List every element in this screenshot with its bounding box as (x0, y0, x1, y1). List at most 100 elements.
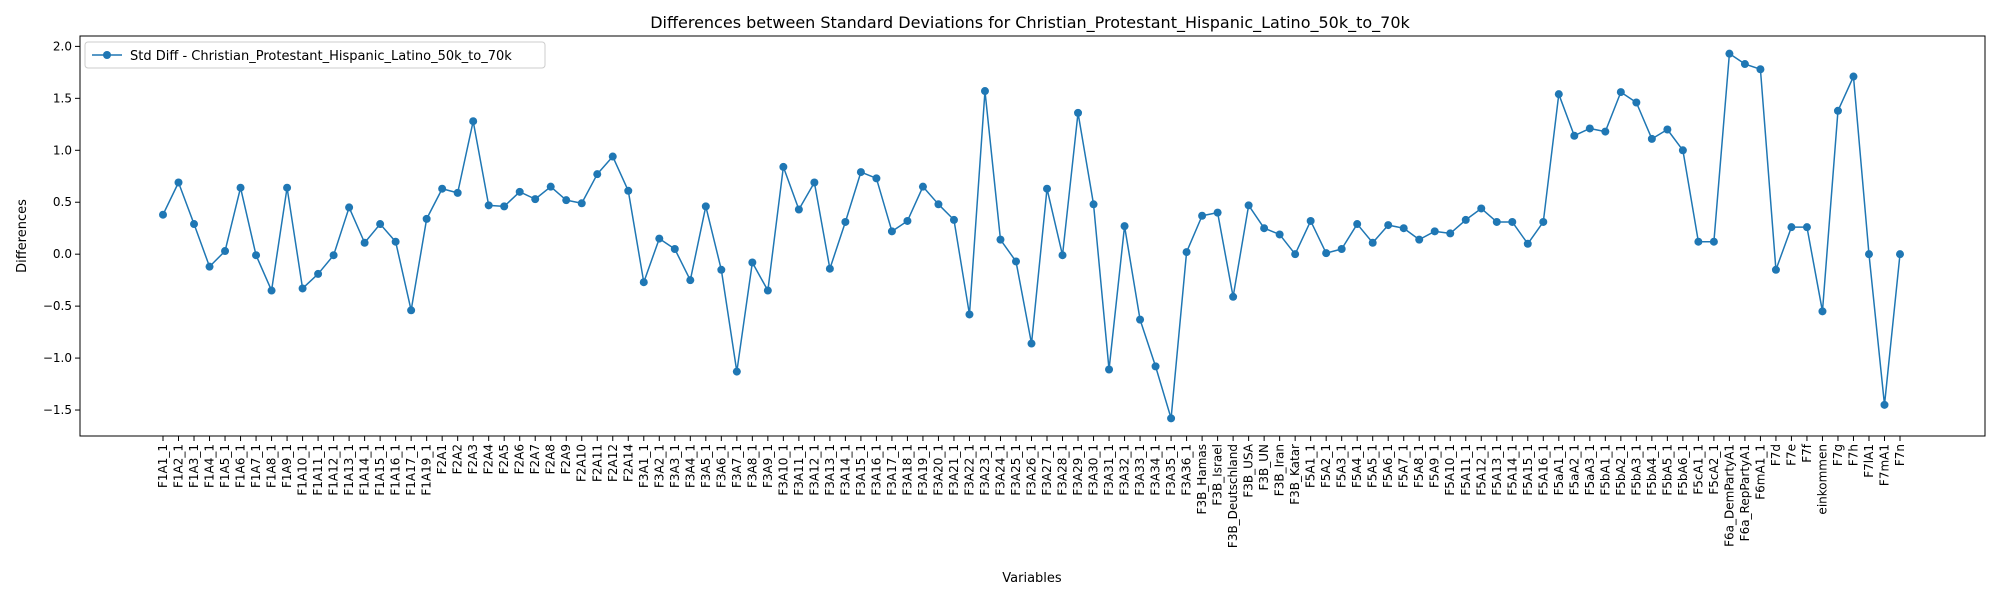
data-point (500, 202, 509, 211)
data-point (1740, 60, 1749, 69)
data-point (345, 203, 354, 212)
data-point (329, 251, 338, 260)
x-tick-label: F1A14_1 (358, 444, 372, 496)
data-point (1523, 239, 1532, 248)
data-point (391, 237, 400, 246)
data-point (1275, 230, 1284, 239)
x-tick-label: F3A23_1 (978, 444, 992, 496)
data-point (717, 265, 726, 274)
data-point (1508, 217, 1517, 226)
data-point (1011, 257, 1020, 266)
data-point (1802, 223, 1811, 232)
x-tick-label: F3A16_1 (869, 444, 883, 496)
x-tick-label: F1A17_1 (404, 444, 418, 496)
x-tick-label: F2A5 (497, 444, 511, 474)
x-tick-label: F2A1 (435, 444, 449, 474)
x-tick-label: F5A10_1 (1443, 444, 1457, 496)
y-axis-label: Differences (15, 199, 30, 273)
data-point (531, 195, 540, 204)
data-point (1756, 65, 1765, 74)
data-point (1074, 108, 1083, 117)
y-tick-label: 0.5 (53, 195, 72, 209)
x-tick-label: F3A11_1 (792, 444, 806, 496)
x-tick-label: F2A6 (513, 444, 527, 474)
x-tick-label: F6mA1_1 (1753, 444, 1767, 500)
data-point (1337, 244, 1346, 253)
x-tick-label: F5A2_1 (1319, 444, 1333, 488)
data-point (701, 202, 710, 211)
data-point (205, 262, 214, 271)
x-tick-label: F7d (1769, 444, 1783, 466)
x-tick-label: F3A26_1 (1025, 444, 1039, 496)
x-axis: F1A1_1 F1A2_1 F1A3_1 F1A4_1 F1A5_1 F1A6_1 F1A7… (156, 436, 1907, 548)
data-point (546, 182, 555, 191)
x-tick-label: F5A6_1 (1381, 444, 1395, 488)
x-tick-label: F2A12 (606, 444, 620, 482)
y-tick-label: 1.5 (53, 91, 72, 105)
x-tick-label: F1A15_1 (373, 444, 387, 496)
x-tick-label: F1A12_1 (327, 444, 341, 496)
x-tick-label: F3A30_1 (1087, 444, 1101, 496)
data-point (841, 217, 850, 226)
data-point (903, 216, 912, 225)
data-point (1089, 200, 1098, 209)
x-tick-label: F3B_Israel (1211, 444, 1225, 506)
y-tick-label: −1.0 (43, 351, 72, 365)
data-point (1554, 90, 1563, 99)
data-point (1678, 146, 1687, 155)
x-tick-label: F3B_USA (1242, 443, 1256, 497)
data-point (484, 201, 493, 210)
data-point (1027, 339, 1036, 348)
x-tick-label: F3A10_1 (776, 444, 790, 496)
data-point (1213, 208, 1222, 217)
x-tick-label: F3B_Deutschland (1226, 444, 1240, 548)
data-point (608, 152, 617, 161)
x-tick-label: F7n (1893, 444, 1907, 466)
data-point (298, 284, 307, 293)
x-tick-label: F5A7_1 (1397, 444, 1411, 488)
x-tick-label: F5A4_1 (1350, 444, 1364, 488)
x-tick-label: F3A13_1 (823, 444, 837, 496)
legend-point-marker (103, 51, 111, 59)
y-tick-label: −0.5 (43, 299, 72, 313)
x-tick-label: F5aA1_1 (1552, 444, 1566, 495)
data-point (1353, 220, 1362, 229)
x-tick-label: F3A12_1 (807, 444, 821, 496)
x-tick-label: F1A11_1 (311, 444, 325, 496)
data-point (1896, 250, 1904, 259)
data-point (949, 215, 958, 224)
data-point (1833, 106, 1842, 115)
data-point (190, 220, 199, 229)
x-tick-label: F3A2_1 (652, 444, 666, 488)
data-point (283, 183, 292, 192)
data-point (1616, 88, 1625, 97)
x-tick-label: F1A19_1 (420, 444, 434, 496)
data-point (1492, 217, 1501, 226)
x-tick-label: F3A22_1 (962, 444, 976, 496)
x-tick-label: F3A14_1 (838, 444, 852, 496)
x-tick-label: F3A8_1 (745, 444, 759, 488)
x-tick-label: F3A19_1 (916, 444, 930, 496)
data-point (1663, 125, 1672, 134)
data-point (453, 188, 462, 197)
series-layer (159, 49, 1904, 423)
legend: Std Diff - Christian_Protestant_Hispanic… (84, 41, 546, 69)
data-point (577, 199, 586, 208)
x-tick-label: F3B_Hamas (1195, 444, 1209, 514)
x-tick-label: F3B_UN (1257, 444, 1271, 491)
x-tick-label: F1A10_1 (296, 444, 310, 496)
x-tick-label: F3B_Iran (1273, 444, 1287, 496)
data-point (1399, 224, 1408, 233)
data-point (422, 214, 431, 223)
data-point (1182, 248, 1191, 257)
x-tick-label: F3A20_1 (931, 444, 945, 496)
x-tick-label: F3A29_1 (1071, 444, 1085, 496)
x-tick-label: einkommen (1815, 444, 1829, 515)
data-point (655, 234, 664, 243)
data-point (267, 286, 276, 295)
x-tick-label: F3A21_1 (947, 444, 961, 496)
data-point (159, 210, 167, 219)
data-point (1461, 215, 1470, 224)
data-point (763, 286, 772, 295)
